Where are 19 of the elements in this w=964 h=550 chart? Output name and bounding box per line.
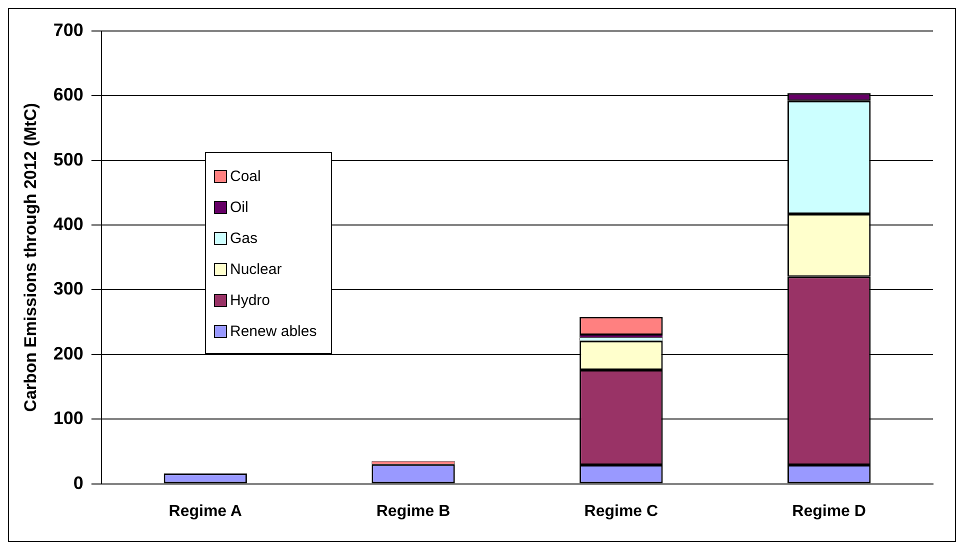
- legend-label: Gas: [230, 230, 258, 247]
- y-axis-title: Carbon Emissions through 2012 (MtC): [20, 102, 40, 412]
- x-tick-label: Regime C: [584, 502, 659, 520]
- x-tick-label: Regime D: [792, 502, 866, 520]
- x-tick-label: Regime B: [376, 502, 450, 520]
- legend-label: Nuclear: [230, 261, 282, 278]
- y-tick-label: 200: [53, 343, 84, 364]
- y-tick-label: 100: [53, 408, 84, 428]
- x-tick-label: Regime A: [168, 502, 242, 520]
- y-tick-label: 300: [53, 278, 84, 299]
- y-tick-label: 0: [73, 472, 84, 493]
- legend-label: Coal: [230, 168, 261, 185]
- y-tick-label: 700: [53, 20, 84, 40]
- legend-label: Renew ables: [230, 323, 317, 340]
- y-tick-label: 600: [53, 84, 84, 105]
- legend-label: Oil: [230, 199, 248, 216]
- legend-label: Hydro: [230, 292, 270, 309]
- y-tick-label: 500: [53, 149, 84, 170]
- y-tick-label: 400: [53, 214, 84, 234]
